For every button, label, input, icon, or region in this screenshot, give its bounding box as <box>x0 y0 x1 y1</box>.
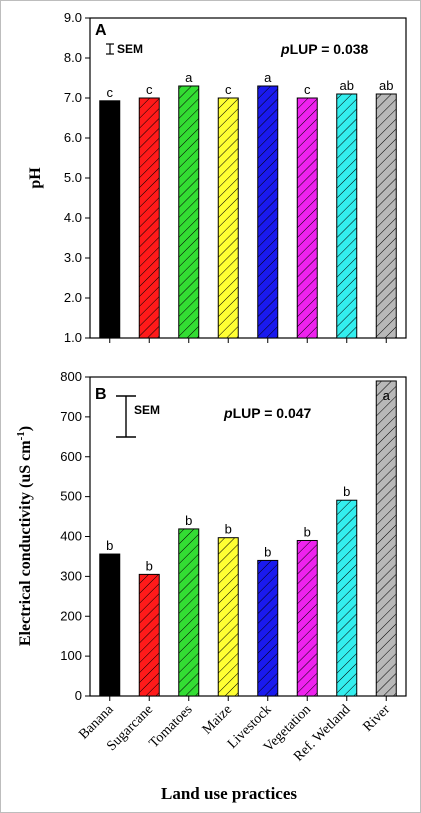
y-tick-label: 6.0 <box>64 130 82 145</box>
y-tick-label: 300 <box>60 568 82 583</box>
x-axis-label: Land use practices <box>161 784 297 803</box>
y-tick-label: 1.0 <box>64 330 82 345</box>
bar-sugarcane <box>138 97 160 339</box>
bar-vegetation <box>296 97 318 339</box>
significance-letter: c <box>146 82 153 97</box>
y-tick-label: 400 <box>60 529 82 544</box>
significance-letter: a <box>185 70 193 85</box>
panel-a-p-value: pLUP = 0.038 <box>280 41 369 57</box>
y-tick-label: 8.0 <box>64 50 82 65</box>
significance-letter: b <box>225 522 232 537</box>
significance-letter: ab <box>340 78 354 93</box>
bar-river <box>375 380 397 697</box>
significance-letter: b <box>106 538 113 553</box>
y-tick-label: 700 <box>60 409 82 424</box>
x-category-label: Maize <box>200 702 235 737</box>
significance-letter: b <box>185 513 192 528</box>
panel-a-bars <box>99 85 397 339</box>
bar-maize <box>217 537 239 697</box>
panel-b-sem-indicator: SEM <box>116 395 160 438</box>
y-tick-label: 0 <box>75 688 82 703</box>
y-tick-label: 4.0 <box>64 210 82 225</box>
y-tick-label: 200 <box>60 608 82 623</box>
significance-letter: b <box>264 544 271 559</box>
significance-letter: b <box>304 524 311 539</box>
bar-banana <box>99 553 121 697</box>
panel-a-x-ticks <box>109 338 387 343</box>
bar-tomatoes <box>178 528 200 697</box>
significance-letter: c <box>304 82 311 97</box>
significance-letter: b <box>343 484 350 499</box>
panel-a-significance-letters: c c a c a c ab ab <box>107 70 394 100</box>
panel-b-bars <box>99 380 397 697</box>
bar-tomatoes <box>178 85 200 339</box>
panel-a-label: A <box>95 22 107 39</box>
bar-sugarcane <box>138 573 160 697</box>
panel-b-label: B <box>95 386 107 403</box>
bar-vegetation <box>296 539 318 697</box>
bar-banana <box>99 100 121 339</box>
y-tick-label: 7.0 <box>64 90 82 105</box>
significance-letter: b <box>146 558 153 573</box>
panel-b: 0 100 200 300 400 500 600 700 800 b b b b b b b a Banan… <box>15 369 407 803</box>
significance-letter: a <box>264 70 272 85</box>
significance-letter: c <box>107 85 114 100</box>
panel-a-sem-label: SEM <box>117 42 143 56</box>
panel-b-y-axis-label: Electrical conductivity (uS cm-1) <box>15 426 34 646</box>
y-tick-label: 600 <box>60 449 82 464</box>
bar-livestock <box>257 559 279 697</box>
x-category-label: Tomatoes <box>147 702 196 751</box>
bar-maize <box>217 97 239 339</box>
significance-letter: ab <box>379 78 393 93</box>
panel-a-plot-area <box>89 17 407 339</box>
panel-a-y-axis-label: pH <box>27 167 44 189</box>
panel-a-y-ticks: 1.0 2.0 3.0 4.0 5.0 6.0 7.0 8.0 9.0 <box>64 10 90 345</box>
y-tick-label: 9.0 <box>64 10 82 25</box>
bar-ref-wetland <box>336 93 358 339</box>
panel-a: 1.0 2.0 3.0 4.0 5.0 6.0 7.0 8.0 9.0 c c a c a c ab ab A… <box>27 10 407 345</box>
bar-ref-wetland <box>336 499 358 697</box>
y-tick-label: 500 <box>60 489 82 504</box>
panel-b-y-ticks: 0 100 200 300 400 500 600 700 800 <box>60 369 90 703</box>
x-category-label: River <box>360 702 393 735</box>
panel-b-sem-label: SEM <box>134 403 160 417</box>
panel-b-p-value: pLUP = 0.047 <box>223 405 312 421</box>
y-tick-label: 800 <box>60 369 82 384</box>
significance-letter: c <box>225 82 232 97</box>
bar-livestock <box>257 85 279 339</box>
significance-letter: a <box>383 388 391 403</box>
panel-b-significance-letters: b b b b b b b a <box>106 388 391 573</box>
bar-river <box>375 93 397 339</box>
panel-a-sem-indicator: SEM <box>106 42 143 56</box>
y-tick-label: 2.0 <box>64 290 82 305</box>
y-tick-label: 5.0 <box>64 170 82 185</box>
y-tick-label: 100 <box>60 648 82 663</box>
panel-b-plot-area <box>89 376 407 697</box>
y-tick-label: 3.0 <box>64 250 82 265</box>
